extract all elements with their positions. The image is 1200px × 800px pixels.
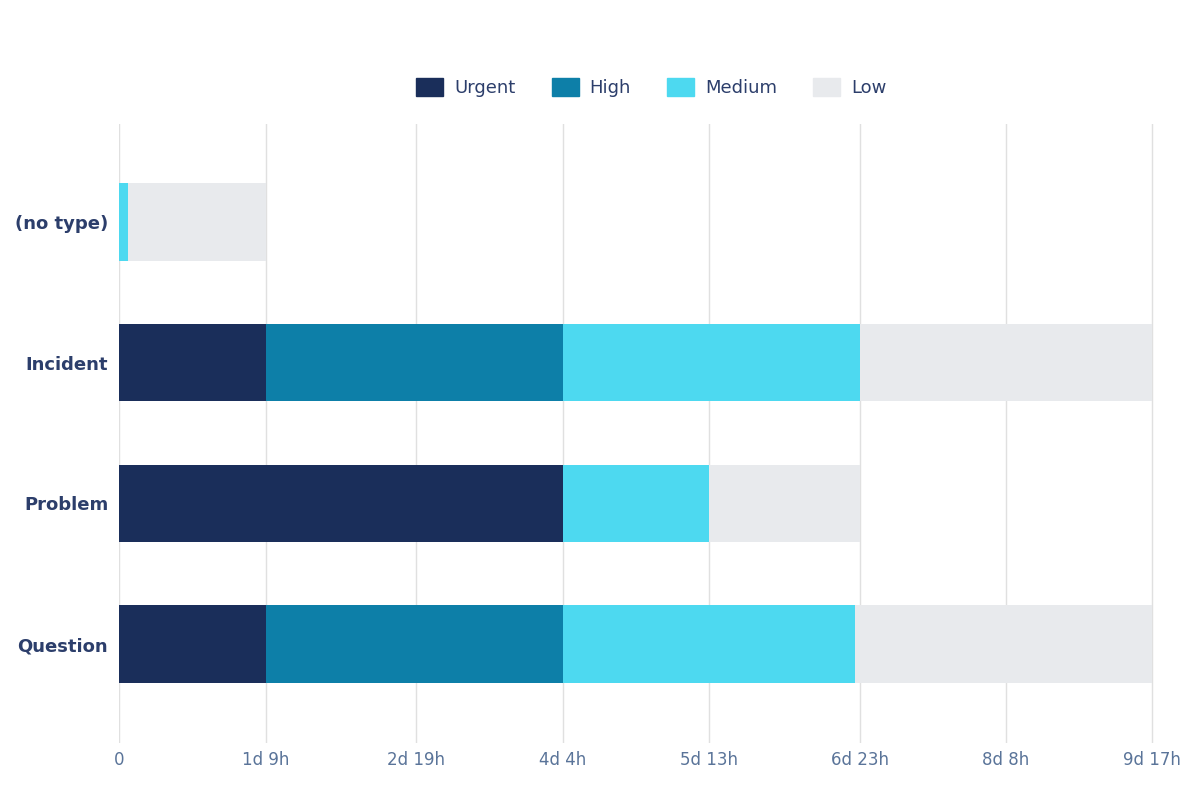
Bar: [119, 183, 128, 261]
Bar: [265, 324, 563, 402]
Bar: [128, 183, 265, 261]
Bar: [563, 606, 856, 683]
Bar: [563, 465, 709, 542]
Bar: [119, 324, 265, 402]
Bar: [709, 465, 859, 542]
Legend: Urgent, High, Medium, Low: Urgent, High, Medium, Low: [409, 70, 894, 105]
Bar: [856, 606, 1152, 683]
Bar: [859, 324, 1152, 402]
Bar: [119, 606, 265, 683]
Bar: [563, 324, 859, 402]
Bar: [265, 606, 563, 683]
Bar: [119, 465, 563, 542]
